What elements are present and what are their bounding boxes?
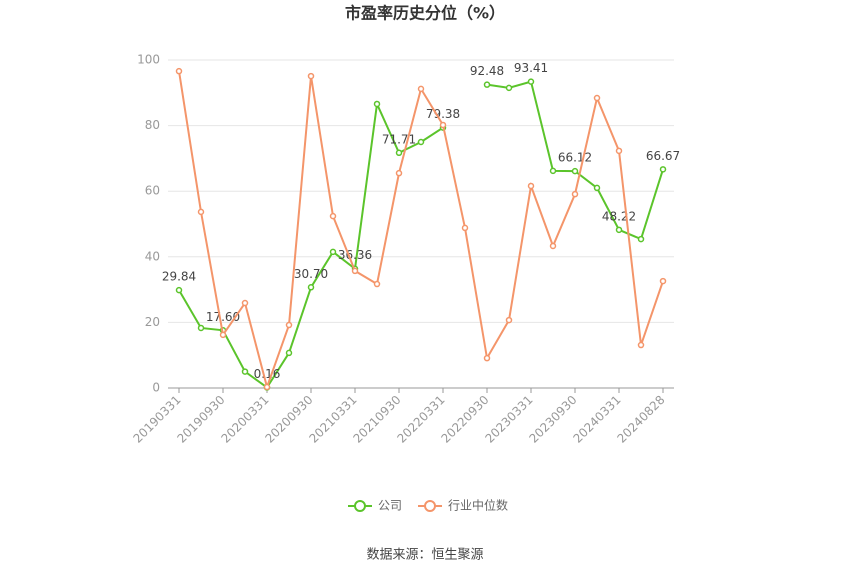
- legend-label: 行业中位数: [448, 498, 508, 513]
- point: [263, 383, 271, 391]
- value-label: 71.71: [382, 132, 416, 146]
- point: [219, 331, 227, 339]
- value-label: 30.70: [294, 267, 328, 281]
- point: [307, 72, 315, 80]
- legend-marker: [424, 500, 437, 512]
- point: [417, 138, 425, 146]
- point: [197, 324, 205, 332]
- point: [175, 67, 183, 75]
- point: [527, 78, 535, 85]
- point: [241, 368, 249, 375]
- point: [637, 341, 645, 349]
- point: [615, 147, 623, 155]
- chart-title: 市盈率历史分位（%）: [345, 4, 505, 23]
- point: [395, 149, 403, 157]
- y-tick-label: 60: [145, 184, 160, 198]
- point: [571, 190, 579, 198]
- value-label: 66.67: [646, 149, 680, 163]
- y-tick-label: 0: [152, 381, 160, 395]
- value-label: 48.22: [602, 209, 636, 223]
- point: [593, 184, 601, 192]
- value-label: 93.41: [514, 61, 548, 75]
- x-tick-label: 20240828: [615, 393, 668, 446]
- point: [593, 94, 601, 102]
- point: [549, 167, 557, 175]
- source-note: 数据来源：恒生聚源: [366, 548, 483, 563]
- point: [483, 81, 491, 88]
- point: [549, 242, 557, 250]
- point: [329, 248, 337, 256]
- point: [483, 354, 491, 362]
- point: [637, 235, 645, 243]
- y-tick-label: 20: [145, 315, 160, 329]
- point: [659, 166, 667, 173]
- point: [285, 321, 293, 329]
- point: [659, 277, 667, 285]
- point: [395, 169, 403, 177]
- value-label: 17.60: [206, 310, 240, 324]
- value-label: 36.36: [338, 248, 372, 262]
- point: [461, 224, 469, 232]
- value-label: 0.16: [254, 367, 281, 381]
- point: [439, 121, 447, 129]
- legend-label: 公司: [378, 499, 402, 513]
- point: [527, 182, 535, 190]
- value-label: 29.84: [162, 270, 196, 284]
- series-line: [178, 70, 664, 391]
- point: [373, 280, 381, 288]
- value-label: 79.38: [426, 107, 460, 121]
- value-label: 92.48: [470, 64, 504, 78]
- point: [615, 226, 623, 234]
- point: [175, 286, 183, 294]
- point: [417, 85, 425, 93]
- point: [285, 349, 293, 357]
- point: [351, 267, 359, 275]
- point: [505, 316, 513, 324]
- point: [197, 208, 205, 216]
- y-tick-label: 100: [137, 53, 160, 67]
- point: [505, 84, 513, 92]
- point: [307, 284, 315, 291]
- point: [241, 299, 249, 307]
- point: [373, 100, 381, 108]
- legend-marker: [354, 500, 366, 512]
- point: [571, 167, 579, 175]
- point: [329, 212, 337, 220]
- y-tick-label: 40: [145, 249, 160, 263]
- y-tick-label: 80: [145, 118, 160, 132]
- value-label: 66.12: [558, 151, 592, 165]
